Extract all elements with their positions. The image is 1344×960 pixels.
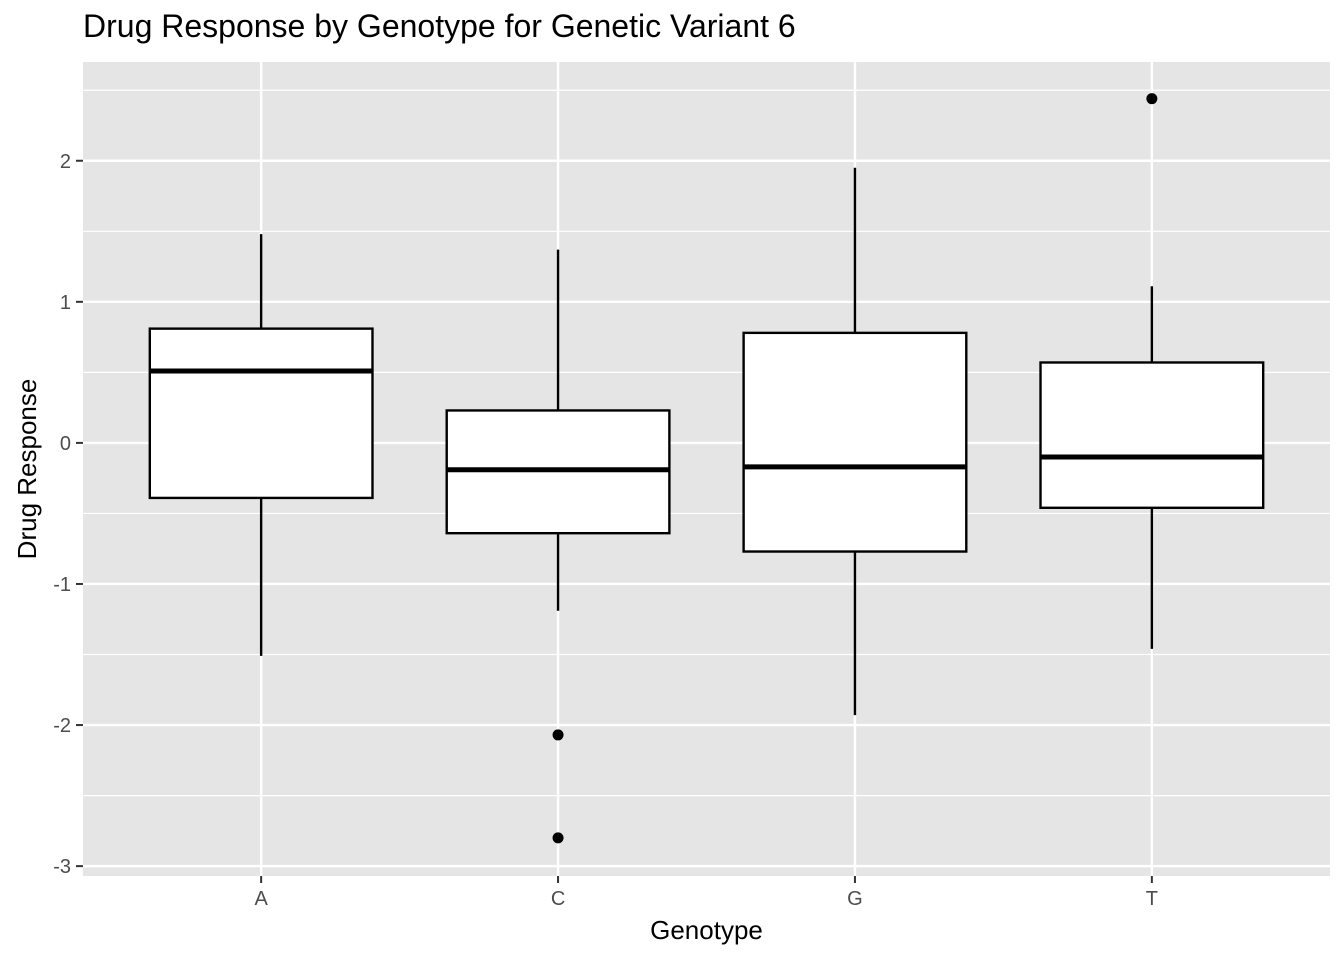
box [1039,361,1265,509]
chart-title: Drug Response by Genotype for Genetic Va… [83,8,796,44]
boxes [148,93,1265,844]
box [148,327,374,500]
x-tick-label: G [847,888,863,910]
box-group-A [148,234,374,656]
y-tick-label: -2 [53,715,71,737]
box [742,331,968,553]
y-tick-label: 0 [60,433,71,455]
y-axis-title: Drug Response [12,379,42,560]
x-axis-title: Genotype [650,915,763,945]
y-tick-label: -1 [53,574,71,596]
grid-lines [83,62,1330,876]
outlier-point [552,729,564,741]
y-tick-label: 1 [60,292,71,314]
outlier-point [552,832,564,844]
axes: -3 -2 -1 0 1 2 A C G T [53,151,1158,910]
box-group-C [445,249,671,844]
y-tick-label: 2 [60,151,71,173]
x-tick-label: T [1146,888,1158,910]
outlier-point [1146,93,1158,105]
box-group-T [1039,93,1265,649]
y-tick-label: -3 [53,856,71,878]
x-tick-label: C [551,888,565,910]
box-group-G [742,167,968,716]
x-tick-label: A [254,888,268,910]
